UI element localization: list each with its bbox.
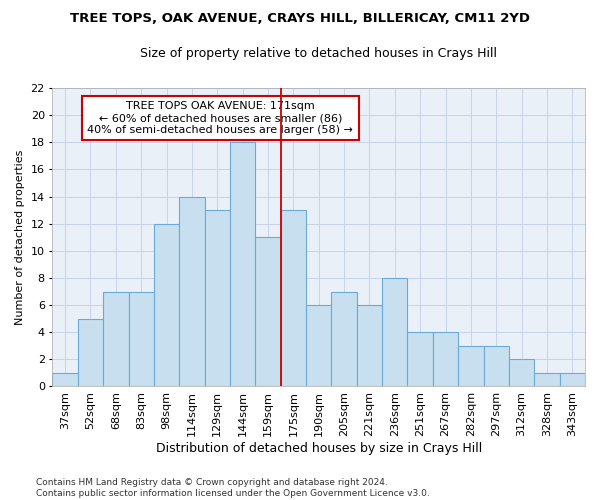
Bar <box>357 305 382 386</box>
Text: TREE TOPS OAK AVENUE: 171sqm
← 60% of detached houses are smaller (86)
40% of se: TREE TOPS OAK AVENUE: 171sqm ← 60% of de… <box>87 102 353 134</box>
Bar <box>128 292 154 386</box>
Bar <box>154 224 179 386</box>
Bar <box>103 292 128 386</box>
Bar <box>179 196 205 386</box>
Text: Contains HM Land Registry data © Crown copyright and database right 2024.
Contai: Contains HM Land Registry data © Crown c… <box>36 478 430 498</box>
Bar <box>560 373 585 386</box>
Text: TREE TOPS, OAK AVENUE, CRAYS HILL, BILLERICAY, CM11 2YD: TREE TOPS, OAK AVENUE, CRAYS HILL, BILLE… <box>70 12 530 26</box>
Y-axis label: Number of detached properties: Number of detached properties <box>15 150 25 325</box>
Bar <box>458 346 484 387</box>
Bar <box>281 210 306 386</box>
Bar <box>230 142 256 386</box>
Bar <box>306 305 331 386</box>
Bar <box>205 210 230 386</box>
Bar <box>331 292 357 386</box>
Bar <box>52 373 78 386</box>
Title: Size of property relative to detached houses in Crays Hill: Size of property relative to detached ho… <box>140 48 497 60</box>
Bar <box>382 278 407 386</box>
X-axis label: Distribution of detached houses by size in Crays Hill: Distribution of detached houses by size … <box>155 442 482 455</box>
Bar <box>407 332 433 386</box>
Bar <box>484 346 509 387</box>
Bar <box>509 360 534 386</box>
Bar <box>78 318 103 386</box>
Bar <box>256 238 281 386</box>
Bar <box>534 373 560 386</box>
Bar <box>433 332 458 386</box>
